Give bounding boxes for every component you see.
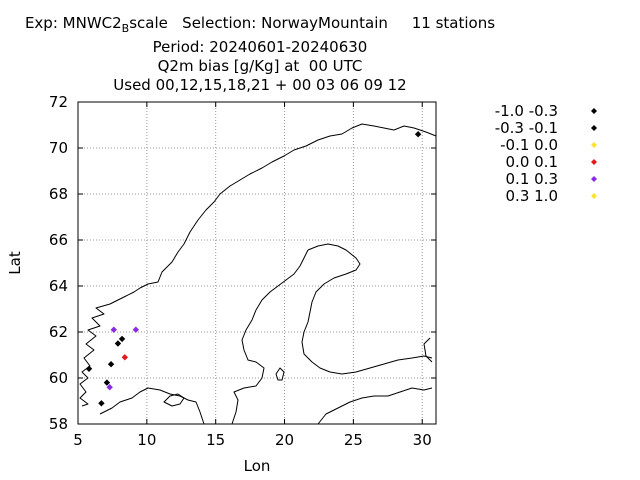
plot-frame [77,101,437,425]
y-tick-label: 70 [49,139,68,157]
y-axis-label: Lat [6,251,24,275]
island-gotland [275,367,285,381]
plot-title: Exp: MNWC2Bscale Selection: NorwayMounta… [0,14,520,95]
legend-label: 0.3 1.0 [506,187,558,205]
title-line-1-prefix: Exp: MNWC2 [24,14,122,32]
title-line-3: Q2m bias [g/Kg] at 00 UTC [157,57,363,75]
title-line-2: Period: 20240601-20240630 [152,38,368,56]
y-tick-label: 66 [49,231,68,249]
legend-marker [591,193,597,199]
station-marker [132,326,140,333]
axis-ticks: 5 10 15 20 25 30 58 60 62 64 66 68 70 72 [49,93,436,449]
y-tick-label: 72 [49,93,68,111]
coastline [79,123,437,425]
station-marker [118,335,126,343]
station-marker [103,379,111,386]
coastline-baltic-states [317,387,433,425]
legend-marker [591,142,597,148]
station-marker [110,326,117,333]
coastline-sweden-east [231,249,309,425]
title-line-1-subscript: B [121,22,130,35]
y-tick-label: 64 [49,277,68,295]
station-markers [85,131,422,407]
x-tick-label: 10 [137,431,156,449]
legend-label: -1.0 -0.3 [495,102,558,120]
legend-marker [591,176,597,182]
x-tick-label: 30 [413,431,432,449]
legend-marker [591,125,597,131]
station-marker [121,354,129,361]
y-tick-label: 68 [49,185,68,203]
station-marker [414,131,422,138]
x-axis-label: Lon [244,457,271,475]
y-tick-label: 60 [49,369,68,387]
grid-lines [78,102,436,424]
coastline-skagerrak [99,387,205,425]
station-marker [98,400,105,407]
station-marker [85,365,93,372]
legend-label: 0.1 0.3 [506,170,558,188]
legend-marker [591,159,597,165]
legend-marker [591,108,597,114]
title-line-4: Used 00,12,15,18,21 + 00 03 06 09 12 [113,76,407,94]
x-tick-label: 20 [275,431,294,449]
lake-vanern [163,393,185,407]
x-tick-label: 15 [206,431,225,449]
station-marker [114,340,122,347]
station-marker [106,384,113,391]
y-tick-label: 62 [49,323,68,341]
station-marker [107,361,115,368]
coastline-finland-south [341,355,433,375]
coastline-bothnia [301,243,361,375]
title-line-1-suffix: scale Selection: NorwayMountain 11 stati… [129,14,496,32]
legend-label: -0.3 -0.1 [495,119,558,137]
title-line-1: Exp: MNWC2Bscale Selection: NorwayMounta… [0,14,520,38]
lake-ladoga [423,337,433,363]
legend-label: 0.0 0.1 [506,153,558,171]
coastline-norway [79,123,437,407]
legend-label: -0.1 0.0 [500,136,558,154]
y-tick-label: 58 [49,415,68,433]
x-tick-label: 25 [344,431,363,449]
legend: -1.0 -0.3-0.3 -0.1-0.1 0.00.0 0.10.1 0.3… [495,102,597,205]
x-tick-label: 5 [73,431,83,449]
